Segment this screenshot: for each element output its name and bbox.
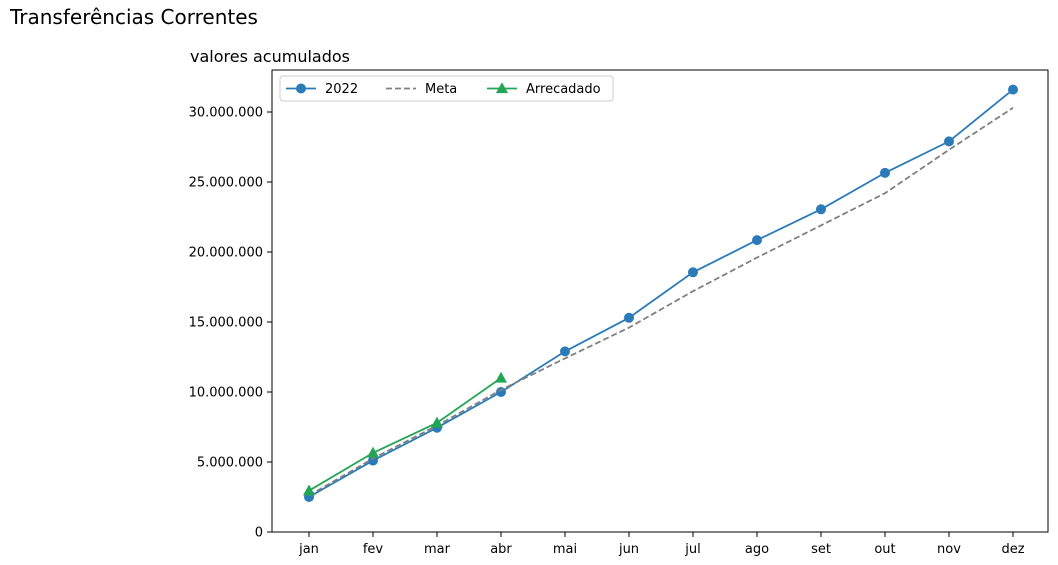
x-axis: jan fev mar abr mai jun jul ago set out nov dez: [298, 532, 1025, 557]
legend-entry: Arrecadado: [487, 82, 601, 97]
series-arrecadado: [302, 371, 508, 496]
y-tick-label: 10.000.000: [189, 386, 263, 401]
x-tick-label: nov: [937, 542, 961, 557]
y-tick-label: 5.000.000: [197, 456, 263, 471]
x-tick-label: jun: [618, 542, 639, 557]
series-line: [308, 88, 1014, 498]
y-tick-label: 25.000.000: [189, 176, 263, 191]
data-point: [880, 167, 890, 178]
legend-label: 2022: [325, 82, 358, 97]
figure-title: Transferências Correntes: [10, 5, 258, 29]
series-line: [308, 107, 1014, 497]
x-tick-label: set: [811, 542, 831, 557]
data-point: [1008, 84, 1018, 95]
x-tick-label: mai: [553, 542, 577, 557]
x-tick-label: dez: [1001, 542, 1024, 557]
data-point: [430, 416, 444, 428]
y-tick-label: 15.000.000: [189, 316, 263, 331]
legend: 2022 Meta Arrecadado: [279, 75, 614, 102]
x-tick-label: out: [874, 542, 895, 557]
y-tick-label: 0: [255, 526, 263, 541]
legend-label: Arrecadado: [526, 82, 601, 97]
data-point: [496, 387, 506, 397]
data-point: [688, 267, 698, 278]
x-tick-label: jul: [684, 542, 700, 557]
legend-marker: [495, 82, 509, 94]
legend-box: [279, 75, 614, 102]
legend-label: Meta: [425, 82, 457, 97]
data-point: [944, 136, 954, 147]
y-axis: 0 5.000.000 10.000.000 15.000.000 20.000.000…: [189, 106, 272, 541]
series-2022: [304, 84, 1018, 502]
series-layer: [302, 84, 1018, 502]
data-point: [816, 204, 826, 215]
data-point: [366, 446, 380, 458]
legend-entry: 2022: [286, 82, 358, 97]
x-tick-label: jan: [298, 542, 319, 557]
data-point: [752, 235, 762, 246]
legend-entry: Meta: [386, 82, 457, 97]
series-meta: [308, 107, 1014, 497]
data-point: [560, 346, 570, 357]
y-tick-label: 30.000.000: [189, 106, 263, 121]
y-tick-label: 20.000.000: [189, 246, 263, 261]
legend-marker: [296, 83, 306, 94]
x-tick-label: ago: [745, 542, 769, 557]
x-tick-label: fev: [363, 542, 384, 557]
x-tick-label: mar: [424, 542, 451, 557]
plot-frame: [271, 69, 1049, 533]
data-point: [494, 371, 508, 383]
data-point: [302, 484, 316, 496]
series-line: [308, 377, 502, 492]
x-tick-label: abr: [490, 542, 512, 557]
chart-title: valores acumulados: [190, 47, 350, 66]
data-point: [624, 312, 634, 323]
